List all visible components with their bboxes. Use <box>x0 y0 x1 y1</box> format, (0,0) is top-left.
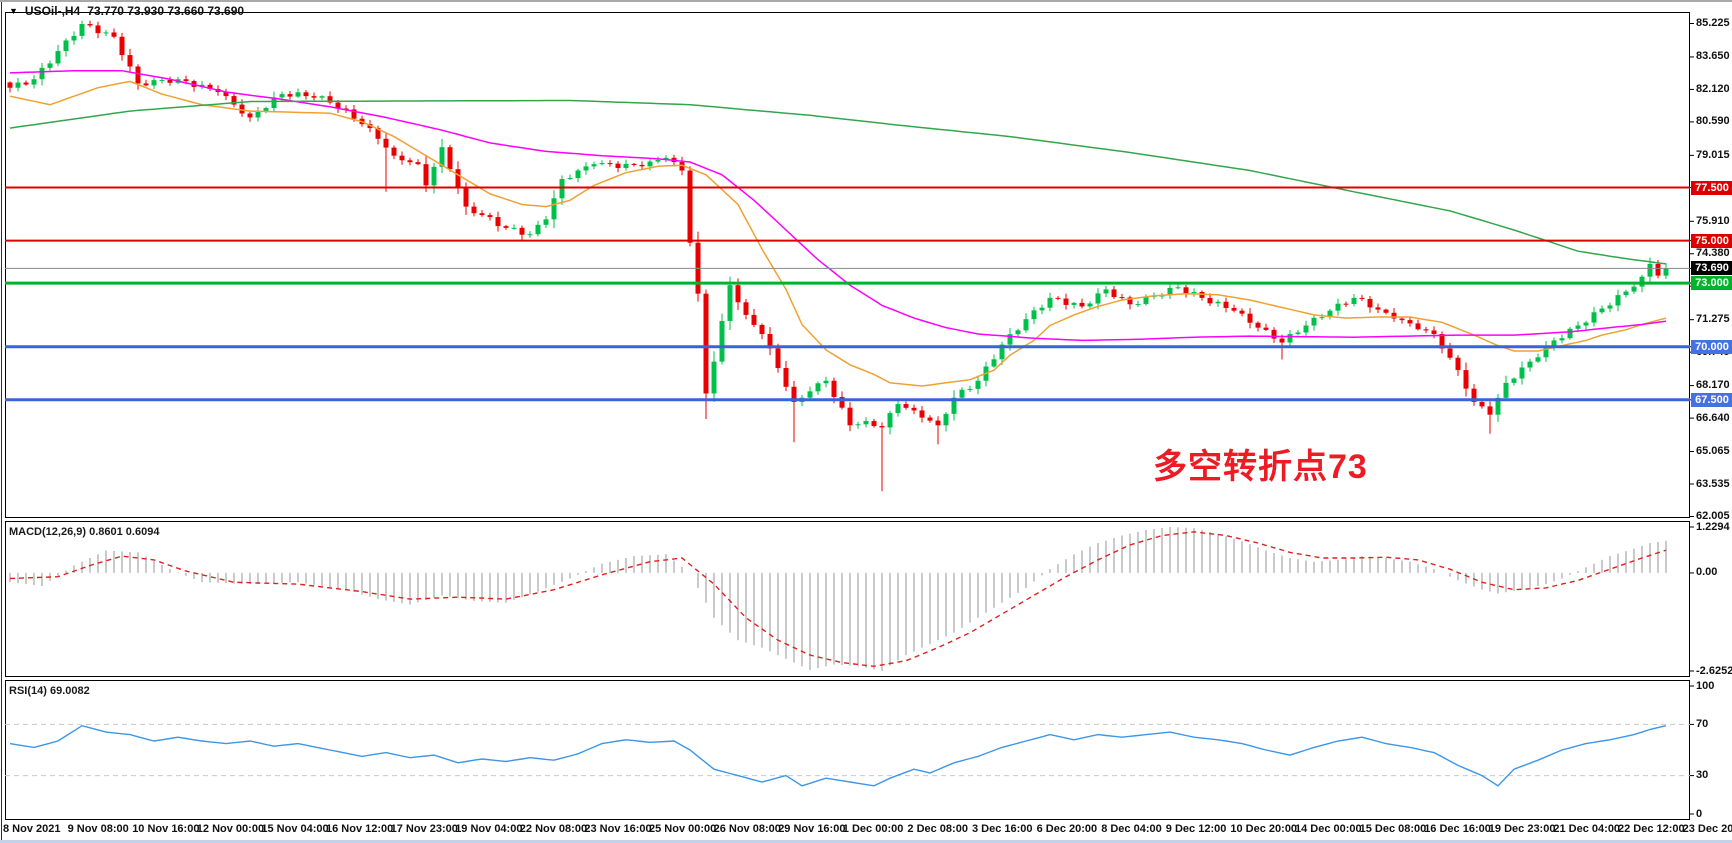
time-axis-label: 3 Dec 16:00 <box>972 823 1033 835</box>
price-level-badge-67.500: 67.500 <box>1691 392 1732 407</box>
chart-text-annotation[interactable]: 多空转折点73 <box>1153 448 1368 486</box>
price-tick-label: 65.065 <box>1696 445 1730 458</box>
price-tick-label: 83.650 <box>1696 50 1730 63</box>
window-top-edge <box>0 0 1732 2</box>
time-axis-label: 10 Dec 20:00 <box>1230 823 1298 835</box>
time-axis-label: 26 Nov 08:00 <box>713 823 781 835</box>
time-axis-label: 21 Dec 04:00 <box>1553 823 1621 835</box>
time-axis-label: 19 Nov 04:00 <box>455 823 523 835</box>
price-tick-label: 75.910 <box>1696 214 1730 227</box>
price-tick-label: 85.225 <box>1696 17 1730 29</box>
price-tick-label: 82.120 <box>1696 82 1730 95</box>
time-axis-label: 8 Nov 2021 <box>3 823 61 835</box>
time-axis-label: 22 Nov 08:00 <box>519 823 588 835</box>
macd-axis-label: -2.6252 <box>1696 664 1732 677</box>
rsi-indicator-panel[interactable] <box>5 680 1690 820</box>
time-axis-label: 23 Nov 16:00 <box>584 823 652 835</box>
current-price-badge: 73.690 <box>1691 261 1732 276</box>
rsi-axis-label: 70 <box>1696 717 1709 730</box>
rsi-axis-label: 30 <box>1696 769 1709 782</box>
time-axis-label: 12 Nov 00:00 <box>196 823 265 835</box>
time-axis-label: 16 Nov 12:00 <box>326 823 394 835</box>
price-tick-label: 66.640 <box>1696 411 1730 424</box>
price-tick-label: 68.170 <box>1696 379 1730 392</box>
time-axis-label: 25 Nov 00:00 <box>649 823 717 835</box>
chevron-down-icon[interactable]: ▼ <box>9 6 18 16</box>
price-chart-panel[interactable] <box>5 12 1690 518</box>
ohlc-values-label: 73.770 73.930 73.660 73.690 <box>87 4 245 18</box>
price-level-badge-73.000: 73.000 <box>1691 276 1732 291</box>
price-level-badge-70.000: 70.000 <box>1691 339 1732 354</box>
macd-indicator-panel[interactable] <box>5 521 1690 677</box>
time-axis-label: 19 Dec 23:00 <box>1488 823 1556 835</box>
time-axis-label: 17 Nov 23:00 <box>390 823 458 835</box>
price-tick-label: 80.590 <box>1696 115 1730 128</box>
time-axis-label: 16 Dec 16:00 <box>1424 823 1491 835</box>
time-axis-label: 8 Dec 04:00 <box>1101 823 1162 835</box>
chart-title-bar: ▼ USOil-,H4 73.770 73.930 73.660 73.690 <box>9 4 244 18</box>
macd-name: MACD(12,26,9) <box>9 526 87 538</box>
time-axis-label: 15 Dec 08:00 <box>1359 823 1427 835</box>
rsi-axis-label: 0 <box>1696 807 1703 820</box>
rsi-label: RSI(14) 69.0082 <box>9 685 90 697</box>
price-tick-label: 63.535 <box>1696 477 1730 490</box>
time-axis-label: 15 Nov 04:00 <box>261 823 329 835</box>
time-axis-label: 9 Nov 08:00 <box>67 823 129 835</box>
price-tick-label: 62.005 <box>1696 510 1730 522</box>
price-level-badge-77.500: 77.500 <box>1691 180 1732 195</box>
price-level-badge-75.000: 75.000 <box>1691 233 1732 248</box>
time-axis-label: 22 Dec 12:00 <box>1618 823 1685 835</box>
time-axis-label: 9 Dec 12:00 <box>1165 823 1227 835</box>
time-axis-label: 29 Nov 16:00 <box>778 823 846 835</box>
axis-ticks-layer <box>1690 23 1694 815</box>
price-tick-label: 79.015 <box>1696 148 1730 161</box>
window-left-edge <box>1 2 2 840</box>
macd-axis-label: 1.2294 <box>1696 520 1730 533</box>
time-axis-label: 14 Dec 00:00 <box>1295 823 1362 835</box>
symbol-timeframe-label: USOil-,H4 <box>24 4 81 18</box>
macd-label: MACD(12,26,9) 0.8601 0.6094 <box>9 526 159 538</box>
rsi-name: RSI(14) <box>9 685 47 697</box>
macd-axis-label: 0.00 <box>1696 566 1718 579</box>
macd-current-values: 0.8601 0.6094 <box>89 526 160 538</box>
price-tick-label: 71.275 <box>1696 313 1730 326</box>
time-axis-label: 10 Nov 16:00 <box>132 823 200 835</box>
time-axis-label: 23 Dec 20:00 <box>1682 823 1732 835</box>
time-axis-label: 2 Dec 08:00 <box>907 823 968 835</box>
rsi-current-value: 69.0082 <box>49 685 90 697</box>
price-tick-label: 74.380 <box>1696 247 1730 260</box>
time-axis-label: 1 Dec 00:00 <box>842 823 904 835</box>
window-bottom-edge <box>0 840 1732 843</box>
time-axis-label: 6 Dec 20:00 <box>1036 823 1098 835</box>
rsi-axis-label: 100 <box>1696 679 1715 692</box>
